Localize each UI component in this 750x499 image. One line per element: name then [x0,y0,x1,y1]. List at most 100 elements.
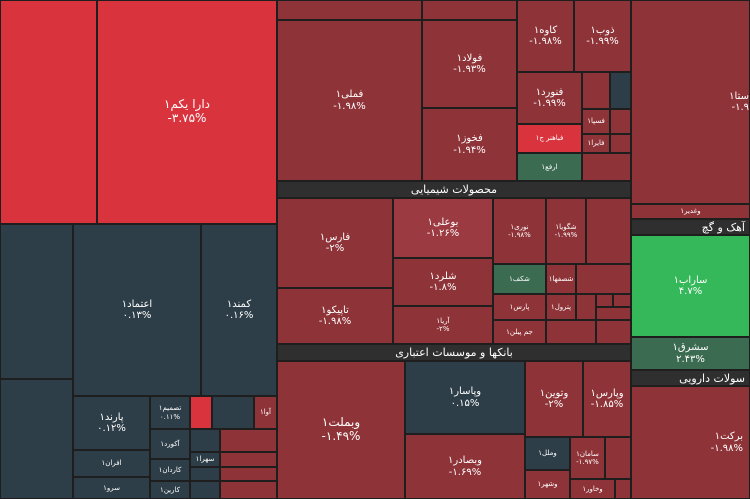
tile-sta[interactable]: ستا۱ -۱.۹ [631,0,750,204]
tile-name: فخوز۱ [456,133,483,144]
tile-vashahr[interactable]: وشهر۱ [525,470,570,499]
tile-blank-c8[interactable] [596,320,631,344]
tile-jampilan[interactable]: جم پیلن۱ [493,320,546,344]
tile-blank-m2[interactable] [610,72,631,109]
tile-sarv[interactable]: سرو۱ [73,477,150,499]
tile-vakhavar[interactable]: وخاور۱ [570,479,615,499]
tile-blank-l1[interactable] [0,224,73,379]
tile-foolad[interactable]: فولاد۱ -۱.۹۳% [422,20,517,108]
tile-blank-c7[interactable] [546,320,596,344]
tile-aava[interactable]: آوا۱ [254,396,277,429]
tile-change: -۱.۹۹% [554,231,578,239]
tile-blank-l8[interactable] [190,467,220,481]
tile-name: آریا۱ [436,316,450,325]
tile-karin[interactable]: کارین۱ [150,481,190,499]
tile-blank-m5[interactable] [582,153,631,181]
tile-blank-foolad-top[interactable] [422,0,517,20]
tile-blank-l11[interactable] [220,481,277,499]
tile-parsan[interactable]: پارس۱ [493,294,546,320]
tile-name: سرو۱ [103,483,120,492]
tile-change: -۱.۹۸% [529,36,562,47]
sector-header-chemical[interactable]: محصولات شیمیایی [277,181,631,198]
tile-kaveh[interactable]: کاوه۱ -۱.۹۸% [517,0,574,72]
tile-blank-l2[interactable] [0,379,73,499]
tile-kardan[interactable]: کاردان۱ [150,459,190,481]
tile-blank-1[interactable] [0,0,97,224]
tile-change: ۲.۴۳% [676,353,705,365]
tile-sahra[interactable]: سهرا۱ [190,452,220,467]
tile-femeli[interactable]: فملی۱ -۱.۹۸% [277,20,422,181]
tile-faira[interactable]: فایرا۱ [582,134,610,153]
tile-vapars[interactable]: وپارس۱ -۱.۸۵% [583,361,631,437]
tile-shakaf[interactable]: شکف۱ [493,264,546,294]
tile-name: پارس۱ [509,302,530,311]
tile-blank-l5[interactable] [190,429,220,452]
tile-change: -۱.۹۴% [453,144,486,156]
sector-header-cement[interactable]: آهک و گچ [631,219,750,235]
tile-sesharq[interactable]: سشرق۱ ۲.۴۳% [631,337,750,370]
tile-change: -۱.۲۶% [426,228,460,239]
tile-change: -۱.۹۳% [453,64,486,75]
tile-zob[interactable]: ذوب۱ -۱.۹۹% [574,0,631,72]
tile-blank-m3[interactable] [610,109,631,134]
tile-saman[interactable]: سامان۱ -۱.۹۷% [570,437,605,479]
tile-barkat[interactable]: برکت۱ -۱.۹۸% [631,386,750,499]
tile-blank-l3[interactable] [190,396,212,429]
sector-header-pharma[interactable]: سولات دارویی [631,370,750,386]
tile-change: ۰.۱۲% [97,423,126,434]
tile-fakhooz[interactable]: فخوز۱ -۱.۹۴% [422,108,517,181]
tile-name: کاردان۱ [158,465,182,474]
tile-blank-l6[interactable] [220,429,277,452]
tile-blank-c6[interactable] [596,307,631,320]
sector-header-banks[interactable]: بانکها و موسسات اعتباری [277,344,631,361]
tile-blank-l7[interactable] [220,452,277,467]
tile-fars[interactable]: فارس۱ -۲% [277,198,393,288]
tile-fabahonar[interactable]: فباهنر ج۱ [517,124,582,153]
tile-sarab[interactable]: ساراب۱ ۴.۷% [631,235,750,337]
tile-tapico[interactable]: تاپیکو۱ -۱.۹۸% [277,288,393,344]
tile-shegooya[interactable]: شگویا۱ -۱.۹۹% [546,198,586,264]
tile-name: فولاد۱ [456,52,483,64]
tile-vaghadir[interactable]: وغدیر۱ [631,204,750,219]
tile-parand[interactable]: پارند۱ ۰.۱۲% [73,396,150,450]
tile-blank-m4[interactable] [610,134,631,153]
tile-shasfaha[interactable]: شصفها۱ [546,264,576,294]
tile-name: تصمیم۱ [158,404,182,413]
tile-vabmelat[interactable]: وبملت۱ -۱.۴۹% [277,361,405,499]
tile-tasmim[interactable]: تصمیم۱ ۰.۱۱% [150,396,190,429]
tile-dara[interactable]: دارا یکم۱ -۳.۷۵% [97,0,277,224]
tile-pardol[interactable]: پترول۱ [546,294,576,320]
tile-akord[interactable]: آکورد۱ [150,429,190,459]
tile-etemad[interactable]: اعتماد۱ ۰.۱۳% [73,224,201,396]
tile-blank-c2[interactable] [576,264,631,294]
tile-fesepa[interactable]: فسپا۱ [582,109,610,134]
tile-blank-m1[interactable] [582,72,610,109]
tile-vabsader[interactable]: وبصادر۱ -۱.۶۹% [405,434,525,499]
tile-arfa[interactable]: ارفع۱ [517,153,582,181]
tile-sharand[interactable]: شلرد۱ -۱.۸% [393,258,493,306]
tile-ariya[interactable]: آریا۱ -۲% [393,306,493,344]
tile-blank-l4[interactable] [212,396,254,429]
tile-name: کاوه۱ [533,24,558,36]
tile-vapasar[interactable]: وپاسار۱ ۰.۱۵% [405,361,525,434]
tile-kamand[interactable]: کمند۱ ۰.۱۶% [201,224,277,396]
tile-vamelal[interactable]: وملل۱ [525,437,570,470]
tile-blank-c3[interactable] [576,294,596,320]
tile-noori[interactable]: نوری۱ -۱.۹۸% [493,198,546,264]
tile-blank-top-metals[interactable] [277,0,422,20]
tile-blank-c4[interactable] [596,294,613,307]
tile-blank-l9[interactable] [220,467,277,481]
tile-blank-c1[interactable] [586,198,631,264]
tile-blank-b1[interactable] [605,437,631,479]
tile-booali[interactable]: بوعلی۱ -۱.۲۶% [393,198,493,258]
tile-afran[interactable]: افران۱ [73,450,150,477]
tile-blank-b2[interactable] [615,479,631,499]
tile-blank-c5[interactable] [613,294,631,307]
tile-vatoin[interactable]: وتوین۱ -۲% [525,361,583,437]
tile-fanvard[interactable]: فنورد۱ -۱.۹۹% [517,72,582,124]
tile-name: تاپیکو۱ [321,304,349,316]
tile-change: -۱.۴۹% [321,429,361,443]
tile-name: نوری۱ [510,222,529,231]
tile-blank-l10[interactable] [190,481,220,499]
tile-name: وغدیر۱ [680,207,701,216]
